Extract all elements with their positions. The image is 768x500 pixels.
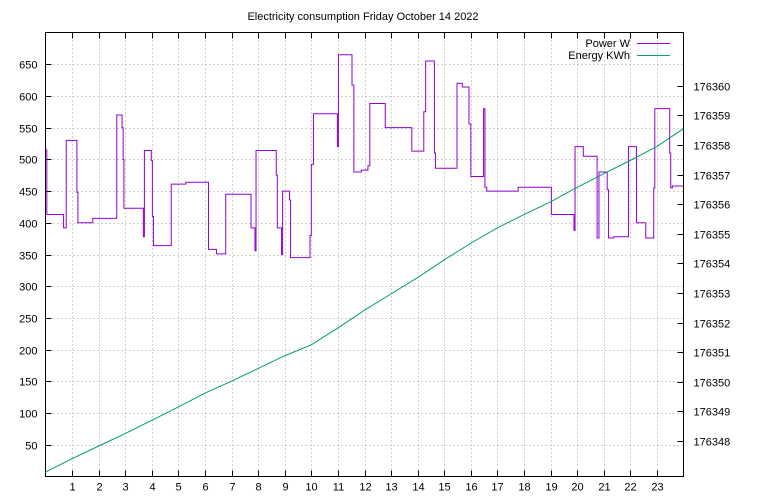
legend: Power W Energy KWh bbox=[568, 38, 670, 62]
y-right-tick-label: 176348 bbox=[694, 437, 731, 449]
x-tick-label: 15 bbox=[438, 482, 450, 494]
x-tick-label: 11 bbox=[333, 482, 344, 494]
x-tick-label: 21 bbox=[598, 482, 610, 494]
x-tick-label: 17 bbox=[491, 482, 503, 494]
x-tick-label: 8 bbox=[255, 482, 261, 494]
x-tick-label: 9 bbox=[282, 482, 288, 494]
x-tick-label: 3 bbox=[122, 482, 128, 494]
x-tick-label: 13 bbox=[385, 482, 397, 494]
y-right-tick-label: 176349 bbox=[694, 407, 731, 419]
y-left-tick-label: 350 bbox=[19, 251, 37, 263]
x-tick-label: 1 bbox=[69, 482, 75, 494]
y-left-tick-label: 500 bbox=[19, 155, 37, 167]
series-power-line bbox=[45, 54, 684, 259]
axis-ticks: 1 2 3 4 5 6 7 8 9 10 11 12 13 14 15 16 17 18 19 20 21 22 23501… bbox=[19, 32, 731, 494]
y-right-tick-label: 176356 bbox=[694, 200, 731, 212]
y-left-tick-label: 450 bbox=[19, 187, 37, 199]
y-left-tick-label: 200 bbox=[19, 346, 37, 358]
y-left-tick-label: 50 bbox=[25, 441, 37, 453]
legend-label-energy: Energy KWh bbox=[568, 50, 630, 62]
x-tick-label: 12 bbox=[359, 482, 371, 494]
y-left-tick-label: 400 bbox=[19, 219, 37, 231]
y-right-tick-label: 176353 bbox=[694, 289, 731, 301]
y-right-tick-label: 176351 bbox=[694, 348, 731, 360]
x-tick-label: 16 bbox=[465, 482, 477, 494]
x-tick-label: 22 bbox=[624, 482, 636, 494]
y-right-tick-label: 176360 bbox=[694, 82, 731, 94]
y-left-tick-label: 550 bbox=[19, 124, 37, 136]
series bbox=[45, 54, 684, 473]
y-left-tick-label: 150 bbox=[19, 377, 37, 389]
y-right-tick-label: 176358 bbox=[694, 141, 731, 153]
x-tick-label: 6 bbox=[202, 482, 208, 494]
x-tick-label: 18 bbox=[518, 482, 530, 494]
y-left-tick-label: 650 bbox=[19, 60, 37, 72]
x-tick-label: 5 bbox=[175, 482, 181, 494]
legend-label-power: Power W bbox=[585, 38, 630, 50]
x-tick-label: 10 bbox=[305, 482, 317, 494]
x-tick-label: 7 bbox=[229, 482, 235, 494]
y-right-tick-label: 176357 bbox=[694, 171, 731, 183]
plot-frame bbox=[45, 32, 684, 477]
grid bbox=[45, 32, 684, 477]
x-tick-label: 4 bbox=[149, 482, 155, 494]
x-tick-label: 23 bbox=[651, 482, 663, 494]
x-tick-label: 20 bbox=[571, 482, 583, 494]
y-left-tick-label: 600 bbox=[19, 92, 37, 104]
y-left-tick-label: 300 bbox=[19, 282, 37, 294]
x-tick-label: 19 bbox=[545, 482, 557, 494]
x-tick-label: 14 bbox=[412, 482, 424, 494]
y-right-tick-label: 176350 bbox=[694, 378, 731, 390]
y-right-tick-label: 176352 bbox=[694, 319, 731, 331]
y-right-tick-label: 176359 bbox=[694, 111, 731, 123]
y-right-tick-label: 176355 bbox=[694, 230, 731, 242]
series-energy-line bbox=[45, 128, 684, 473]
x-tick-label: 2 bbox=[96, 482, 102, 494]
y-left-tick-label: 100 bbox=[19, 409, 37, 421]
y-left-tick-label: 250 bbox=[19, 314, 37, 326]
y-right-tick-label: 176354 bbox=[694, 259, 731, 271]
chart-title: Electricity consumption Friday October 1… bbox=[247, 11, 478, 23]
